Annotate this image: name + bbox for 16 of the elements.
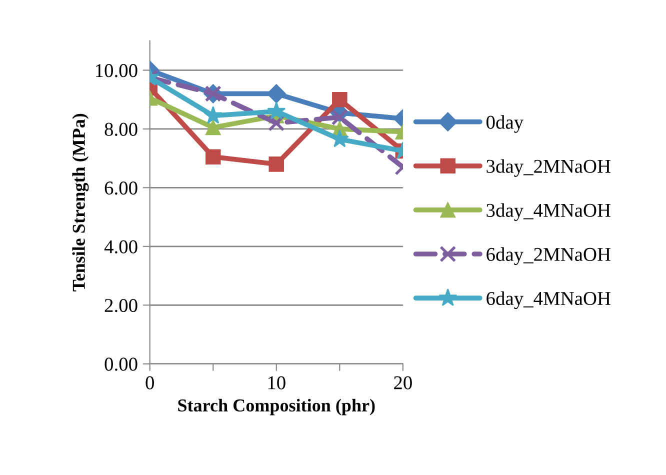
legend-label: 3day_4MNaOH — [486, 203, 610, 221]
legend-label: 3day_2MNaOH — [486, 159, 610, 177]
legend-label: 6day_4MNaOH — [486, 291, 610, 310]
y-tick-label: 0.00 — [104, 358, 138, 371]
y-tick-label: 10.00 — [96, 64, 138, 78]
x-tick-label: 10 — [268, 376, 286, 390]
y-tick-label: 2.00 — [104, 298, 138, 312]
y-tick-label: 6.00 — [104, 181, 138, 195]
x-axis-title: Starch Composition (phr) — [178, 398, 375, 416]
x-tick-label: 0 — [146, 376, 154, 390]
y-tick-label: 4.00 — [104, 240, 138, 254]
legend-label: 6day_2MNaOH — [486, 247, 610, 265]
y-axis-title: Tensile Strength (MPa) — [72, 114, 89, 292]
x-tick-label: 20 — [394, 376, 412, 390]
y-tick-label: 8.00 — [104, 122, 138, 136]
legend-label: 0day — [486, 115, 524, 133]
